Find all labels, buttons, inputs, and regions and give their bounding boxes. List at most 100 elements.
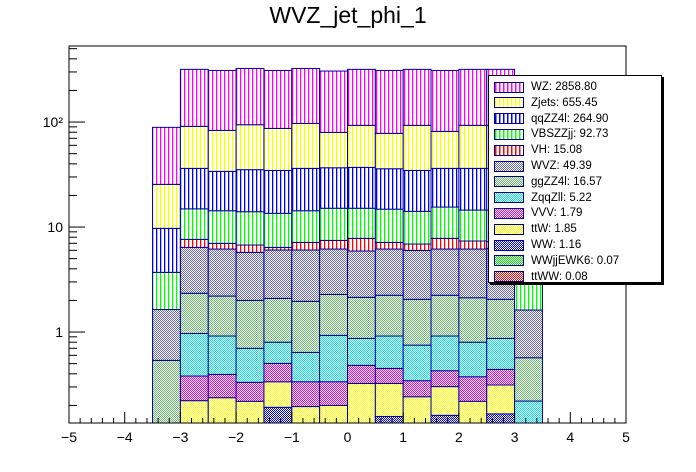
legend-swatch [494, 207, 524, 219]
x-tick-label: 0 [344, 429, 352, 445]
bar-ggzz4l-bin-6 [319, 293, 348, 336]
bar-ttw-bin-1 [179, 400, 209, 424]
bar-vbszzjj-bin-2 [207, 210, 237, 244]
bar-vvv-bin-6 [319, 381, 348, 406]
bar-ggzz4l-bin-2 [207, 295, 237, 337]
bar-zqqzll-bin-2 [207, 335, 237, 375]
bar-vbszzjj-bin-6 [319, 207, 348, 241]
bar-vvv-bin-1 [179, 375, 209, 402]
bar-zjets-bin-1 [179, 125, 209, 169]
bar-ggzz4l-bin-11 [458, 297, 488, 343]
bar-ww-bin-12 [486, 413, 516, 424]
bar-qqzz4l-bin-2 [207, 170, 237, 212]
legend-entry-ttw: ttW: 1.85 [494, 221, 577, 237]
stacked-bars [152, 67, 543, 424]
legend-label: WZ: 2858.80 [531, 81, 597, 93]
bar-ggzz4l-bin-8 [374, 294, 404, 337]
bar-vbszzjj-bin-1 [179, 208, 209, 240]
legend-swatch [494, 81, 524, 93]
bar-vh-bin-1 [179, 238, 209, 248]
bar-vh-bin-8 [374, 241, 404, 250]
bar-ttw-bin-3 [235, 400, 265, 424]
legend-entry-zjets: Zjets: 655.45 [494, 95, 597, 111]
y-tick-label: 10 [47, 219, 63, 235]
bar-wvz-bin-1 [179, 246, 209, 294]
bar-vvv-bin-4 [263, 362, 293, 383]
bar-ggzz4l-bin-3 [235, 299, 265, 349]
bar-vbszzjj-bin-11 [458, 209, 488, 242]
legend-swatch [494, 239, 524, 251]
legend-entry-vvv: VVV: 1.79 [494, 205, 582, 221]
bar-zqqzll-bin-11 [458, 341, 488, 378]
bar-wvz-bin-11 [458, 248, 488, 299]
bar-zqqzll-bin-8 [374, 335, 404, 369]
bar-vh-bin-2 [207, 242, 237, 250]
legend-entry-ggzz4l: ggZZ4l: 16.57 [494, 174, 602, 190]
legend-swatch [494, 128, 524, 140]
bar-ttw-bin-9 [402, 396, 432, 424]
bar-vvv-bin-5 [291, 381, 321, 408]
x-tick-label: −3 [172, 429, 188, 445]
bar-vh-bin-5 [291, 241, 321, 251]
bar-zqqzll-bin-10 [430, 335, 460, 372]
bar-ggzz4l-bin-0 [152, 359, 181, 424]
bar-ttw-bin-6 [319, 404, 348, 424]
legend-swatch [494, 176, 524, 188]
bar-wz-bin-6 [319, 70, 348, 133]
bar-zjets-bin-7 [347, 124, 376, 168]
bar-zjets-bin-3 [235, 124, 265, 171]
bar-zjets-bin-8 [374, 132, 404, 170]
bar-ttw-bin-10 [430, 386, 460, 416]
bar-zjets-bin-0 [152, 183, 181, 229]
x-tick-label: 1 [399, 429, 407, 445]
legend-entry-vh: VH: 15.08 [494, 142, 582, 158]
bar-vbszzjj-bin-10 [430, 206, 460, 239]
bar-ww-bin-4 [263, 406, 293, 424]
bar-zjets-bin-6 [319, 131, 348, 169]
legend-label: VBSZZjj: 92.73 [531, 128, 609, 141]
bar-qqzz4l-bin-6 [319, 167, 348, 209]
x-tick-label: −2 [228, 429, 244, 445]
bar-qqzz4l-bin-11 [458, 167, 488, 211]
bar-ttw-bin-8 [374, 382, 404, 417]
bar-ggzz4l-bin-1 [179, 292, 209, 334]
bar-vvv-bin-9 [402, 380, 432, 398]
bar-vh-bin-11 [458, 240, 488, 250]
bar-wvz-bin-9 [402, 249, 432, 300]
x-tick-label: 3 [511, 429, 519, 445]
bar-vvv-bin-7 [347, 364, 376, 384]
legend-label: Zjets: 655.45 [531, 96, 598, 109]
bar-vvv-bin-10 [430, 370, 460, 388]
bar-ggzz4l-bin-10 [430, 294, 460, 337]
bar-wvz-bin-3 [235, 251, 265, 301]
bar-qqzz4l-bin-4 [263, 169, 293, 214]
bar-wz-bin-7 [347, 68, 376, 126]
bar-vh-bin-3 [235, 244, 265, 253]
bar-zjets-bin-10 [430, 130, 460, 169]
legend: WZ: 2858.80 Zjets: 655.45 qqZZ4l: 264.90 VB… [488, 75, 662, 283]
legend-label: WW: 1.16 [531, 239, 582, 251]
bar-ww-bin-10 [430, 414, 460, 424]
bar-vbszzjj-bin-9 [402, 210, 432, 245]
legend-swatch [494, 255, 524, 267]
bar-qqzz4l-bin-1 [179, 167, 209, 210]
bar-wvz-bin-4 [263, 249, 293, 299]
bar-wz-bin-11 [458, 68, 488, 126]
legend-swatch [494, 97, 524, 109]
legend-label: ttWW: 0.08 [531, 270, 588, 283]
legend-label: ggZZ4l: 16.57 [531, 175, 602, 188]
legend-label: VH: 15.08 [531, 144, 583, 157]
bar-zqqzll-bin-6 [319, 334, 348, 383]
legend-entry-qqzz4l: qqZZ4l: 264.90 [494, 111, 608, 127]
legend-label: ttW: 1.85 [531, 223, 577, 236]
legend-label: WWjjEWK6: 0.07 [531, 254, 620, 267]
bar-qqzz4l-bin-5 [291, 167, 321, 212]
bar-zjets-bin-11 [458, 124, 488, 169]
legend-swatch [494, 144, 524, 156]
bar-wvz-bin-6 [319, 248, 348, 295]
bar-wz-bin-5 [291, 67, 321, 124]
bar-wvz-bin-0 [152, 308, 181, 361]
bar-wvz-bin-10 [430, 248, 460, 296]
chart-title: WVZ_jet_phi_1 [269, 2, 427, 28]
bar-zqqzll-bin-4 [263, 341, 293, 364]
